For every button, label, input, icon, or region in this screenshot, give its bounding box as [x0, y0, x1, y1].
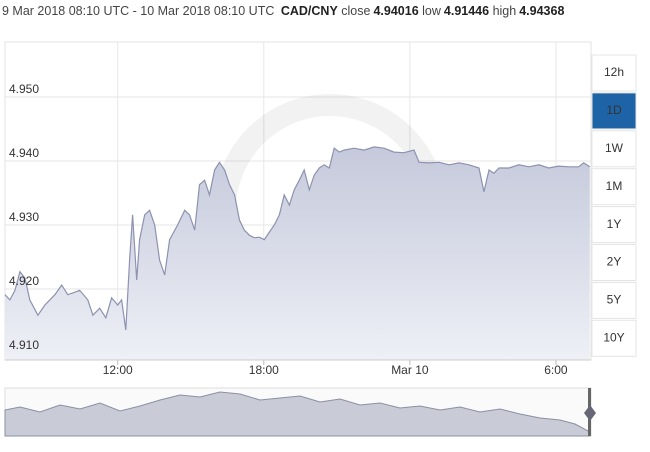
y-tick-label: 4.950 — [9, 82, 39, 96]
labels: 4.910 4.920 4.930 4.940 4.950 12:00 18:00 Mar 1… — [9, 82, 568, 377]
range-button[interactable] — [591, 130, 637, 168]
range-button[interactable] — [591, 244, 637, 281]
y-tick-label: 4.910 — [9, 338, 39, 352]
close-value: 4.94016 — [373, 4, 419, 18]
range-button-label[interactable]: 1D — [606, 103, 622, 117]
range-button[interactable] — [591, 319, 637, 357]
range-button-label[interactable]: 2Y — [607, 255, 622, 269]
range-button-label[interactable]: 1Y — [607, 217, 622, 231]
low-label: low — [422, 4, 441, 18]
high-value: 4.94368 — [519, 4, 565, 18]
area-fill — [5, 146, 590, 360]
x-tick-label: 18:00 — [249, 363, 279, 377]
x-tick-label: 6:00 — [544, 363, 568, 377]
range-button-label[interactable]: 5Y — [607, 293, 622, 307]
range-button-label[interactable]: 1M — [606, 179, 623, 193]
range-button[interactable] — [591, 92, 637, 130]
range-button[interactable] — [591, 281, 637, 319]
x-tick-label: 12:00 — [103, 363, 133, 377]
navigator-preview — [4, 391, 591, 437]
y-tick-label: 4.930 — [9, 210, 39, 224]
price-line — [4, 146, 591, 330]
y-tick-label: 4.940 — [9, 146, 39, 160]
x-tick-label: Mar 10 — [391, 363, 429, 377]
range-button[interactable] — [591, 168, 637, 206]
pair: CAD/CNY — [280, 4, 338, 18]
header: 9 Mar 2018 08:10 UTC - 10 Mar 2018 08:10… — [2, 4, 564, 18]
close-label: close — [341, 4, 371, 18]
series — [4, 146, 591, 360]
range-button-label[interactable]: 10Y — [603, 330, 624, 344]
high-label: high — [492, 4, 517, 18]
range-button[interactable] — [591, 54, 637, 92]
low-value: 4.91446 — [443, 4, 490, 18]
range-buttons: 12h 1D 1W 1M 1Y 2Y 5Y 10Y — [591, 54, 637, 357]
y-tick-label: 4.920 — [9, 274, 39, 288]
range-button[interactable] — [591, 206, 637, 244]
range-button-label[interactable]: 1W — [605, 141, 624, 155]
date-range: 9 Mar 2018 08:10 UTC - 10 Mar 2018 08:10… — [2, 4, 275, 18]
range-button-label[interactable]: 12h — [604, 65, 624, 79]
navigator-grip[interactable] — [584, 405, 596, 421]
